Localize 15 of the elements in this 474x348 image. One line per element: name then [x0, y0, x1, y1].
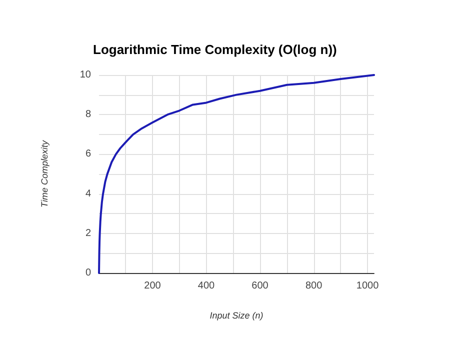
x-tick-label: 1000 — [356, 280, 380, 292]
x-tick-label: 200 — [144, 280, 162, 292]
y-tick-label: 8 — [85, 109, 92, 120]
line-series — [98, 74, 375, 274]
x-tick-label: 400 — [198, 280, 216, 292]
y-tick-label: 2 — [85, 228, 92, 239]
y-tick-label: 0 — [85, 268, 92, 278]
y-tick-label: 6 — [85, 148, 92, 160]
x-tick-label: 800 — [305, 280, 323, 292]
y-tick-label: 10 — [80, 70, 92, 80]
x-axis-title: Input Size (n) — [210, 310, 264, 320]
chart-title: Logarithmic Time Complexity (O(log n)) — [93, 42, 337, 57]
y-tick-label: 4 — [85, 188, 92, 200]
y-axis-title: Time Complexity — [40, 140, 50, 208]
x-tick-label: 600 — [252, 280, 269, 292]
